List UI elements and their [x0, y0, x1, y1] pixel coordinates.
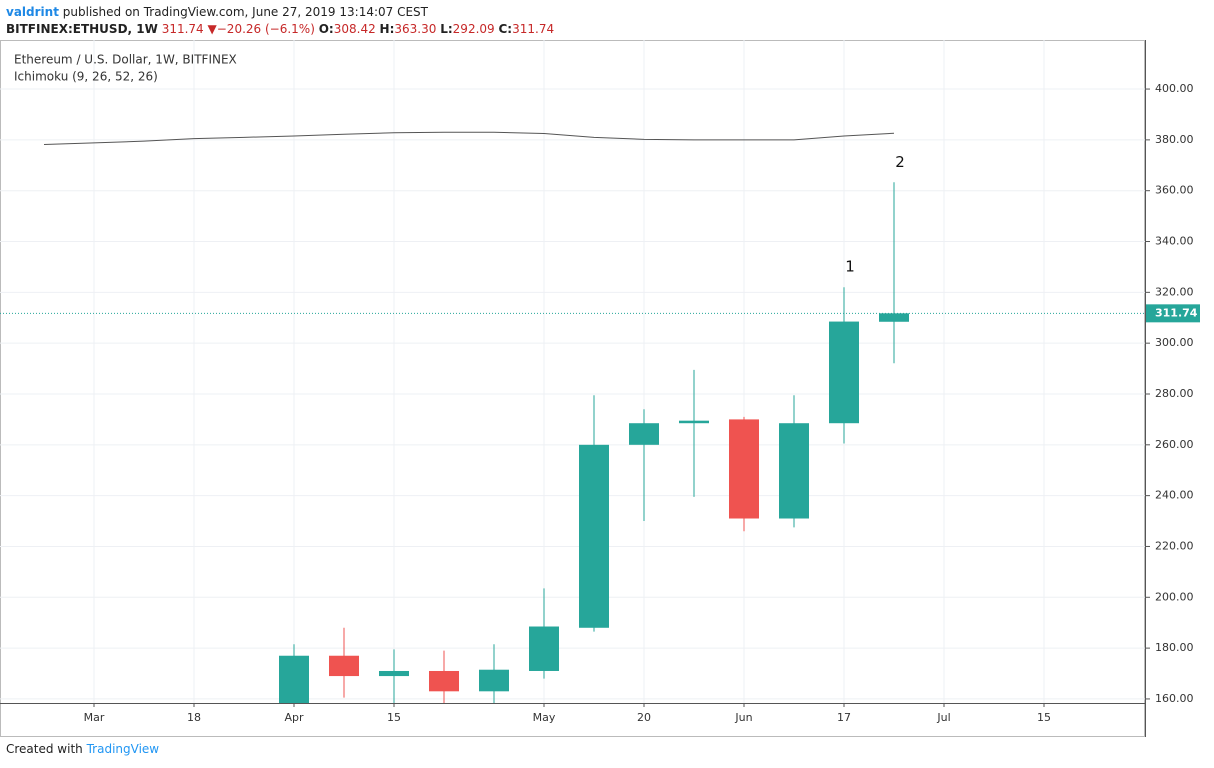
h-label: H: — [379, 22, 395, 36]
candle-body — [829, 321, 859, 424]
y-tick-label: 300.00 — [1155, 336, 1194, 349]
x-tick-label: Jun — [734, 711, 752, 724]
author[interactable]: valdrint — [6, 5, 59, 19]
candle-body — [529, 626, 559, 671]
x-tick-label: May — [533, 711, 556, 724]
footer-text: Created with — [6, 742, 83, 756]
last-price-label: 311.74 — [1155, 306, 1198, 319]
x-tick-label: 17 — [837, 711, 851, 724]
candle-body — [879, 313, 909, 322]
y-tick-label: 220.00 — [1155, 539, 1194, 552]
y-tick-label: 240.00 — [1155, 489, 1194, 502]
candle-body — [479, 669, 509, 692]
y-tick-label: 260.00 — [1155, 438, 1194, 451]
y-tick-label: 320.00 — [1155, 285, 1194, 298]
chart-title: Ethereum / U.S. Dollar, 1W, BITFINEX — [14, 53, 237, 67]
l-label: L: — [440, 22, 453, 36]
x-tick-label: 15 — [1037, 711, 1051, 724]
candle-body — [429, 670, 459, 692]
candle-body — [379, 670, 409, 677]
published: published on TradingView.com, June 27, 2… — [62, 5, 428, 19]
candle-body — [779, 423, 809, 519]
y-tick-label: 200.00 — [1155, 590, 1194, 603]
symbol: BITFINEX:ETHUSD, 1W — [6, 22, 158, 36]
last-price-box — [1146, 304, 1200, 323]
change: −20.26 (−6.1%) — [216, 22, 315, 36]
x-tick-label: 15 — [387, 711, 401, 724]
arrow: ▼ — [207, 22, 217, 36]
quote-line: BITFINEX:ETHUSD, 1W 311.74 ▼−20.26 (−6.1… — [6, 22, 554, 36]
y-tick-label: 160.00 — [1155, 692, 1194, 705]
candle-body — [329, 655, 359, 677]
y-tick-label: 380.00 — [1155, 133, 1194, 146]
candle-body — [729, 419, 759, 519]
publish-line: valdrint published on TradingView.com, J… — [6, 5, 428, 19]
l: 292.09 — [452, 22, 495, 36]
y-tick-label: 360.00 — [1155, 184, 1194, 197]
c: 311.74 — [512, 22, 555, 36]
candle-body — [279, 655, 309, 703]
h: 363.30 — [394, 22, 437, 36]
c-label: C: — [498, 22, 513, 36]
ichimoku-line — [43, 131, 895, 145]
brand[interactable]: TradingView — [86, 742, 160, 756]
candle-body — [579, 444, 609, 628]
footer: Created with TradingView — [6, 742, 159, 756]
y-tick-label: 180.00 — [1155, 641, 1194, 654]
price: 311.74 — [161, 22, 204, 36]
y-tick-label: 280.00 — [1155, 387, 1194, 400]
x-tick-label: Jul — [936, 711, 950, 724]
x-tick-label: Mar — [84, 711, 105, 724]
annotation: 1 — [845, 257, 855, 275]
x-tick-label: 18 — [187, 711, 201, 724]
candle-body — [679, 420, 709, 424]
y-tick-label: 400.00 — [1155, 82, 1194, 95]
o: 308.42 — [333, 22, 376, 36]
x-tick-label: 20 — [637, 711, 651, 724]
annotation: 2 — [895, 153, 905, 171]
o-label: O: — [318, 22, 334, 36]
candle-body — [629, 423, 659, 445]
x-tick-label: Apr — [284, 711, 304, 724]
frame — [0, 40, 1145, 737]
y-tick-label: 340.00 — [1155, 235, 1194, 248]
study-label: Ichimoku (9, 26, 52, 26) — [14, 70, 158, 84]
